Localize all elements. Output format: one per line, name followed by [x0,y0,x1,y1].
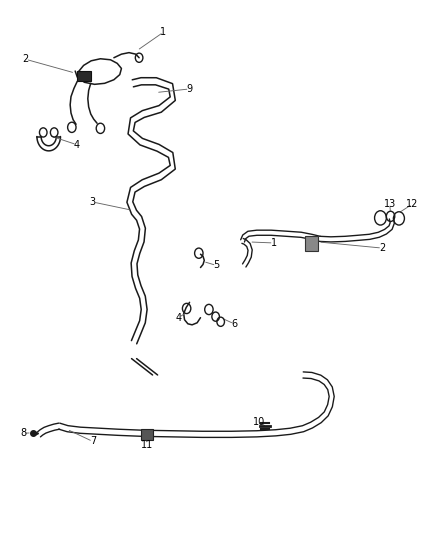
Text: 13: 13 [384,199,396,209]
Bar [141,429,152,440]
Text: 2: 2 [22,54,29,64]
Text: 8: 8 [20,429,26,438]
Text: 12: 12 [406,199,419,209]
Text: 1: 1 [160,27,166,37]
Text: 5: 5 [213,261,219,270]
Text: 6: 6 [231,319,237,329]
Text: 11: 11 [141,440,153,449]
Bar [77,71,91,81]
Text: 7: 7 [90,437,96,447]
Text: 4: 4 [176,313,182,322]
Text: 1: 1 [271,238,277,248]
Text: 2: 2 [379,243,385,253]
Text: 4: 4 [74,140,80,150]
Text: 9: 9 [187,84,193,94]
Bar [305,236,318,251]
Text: 3: 3 [90,197,96,207]
Text: 10: 10 [253,417,265,427]
